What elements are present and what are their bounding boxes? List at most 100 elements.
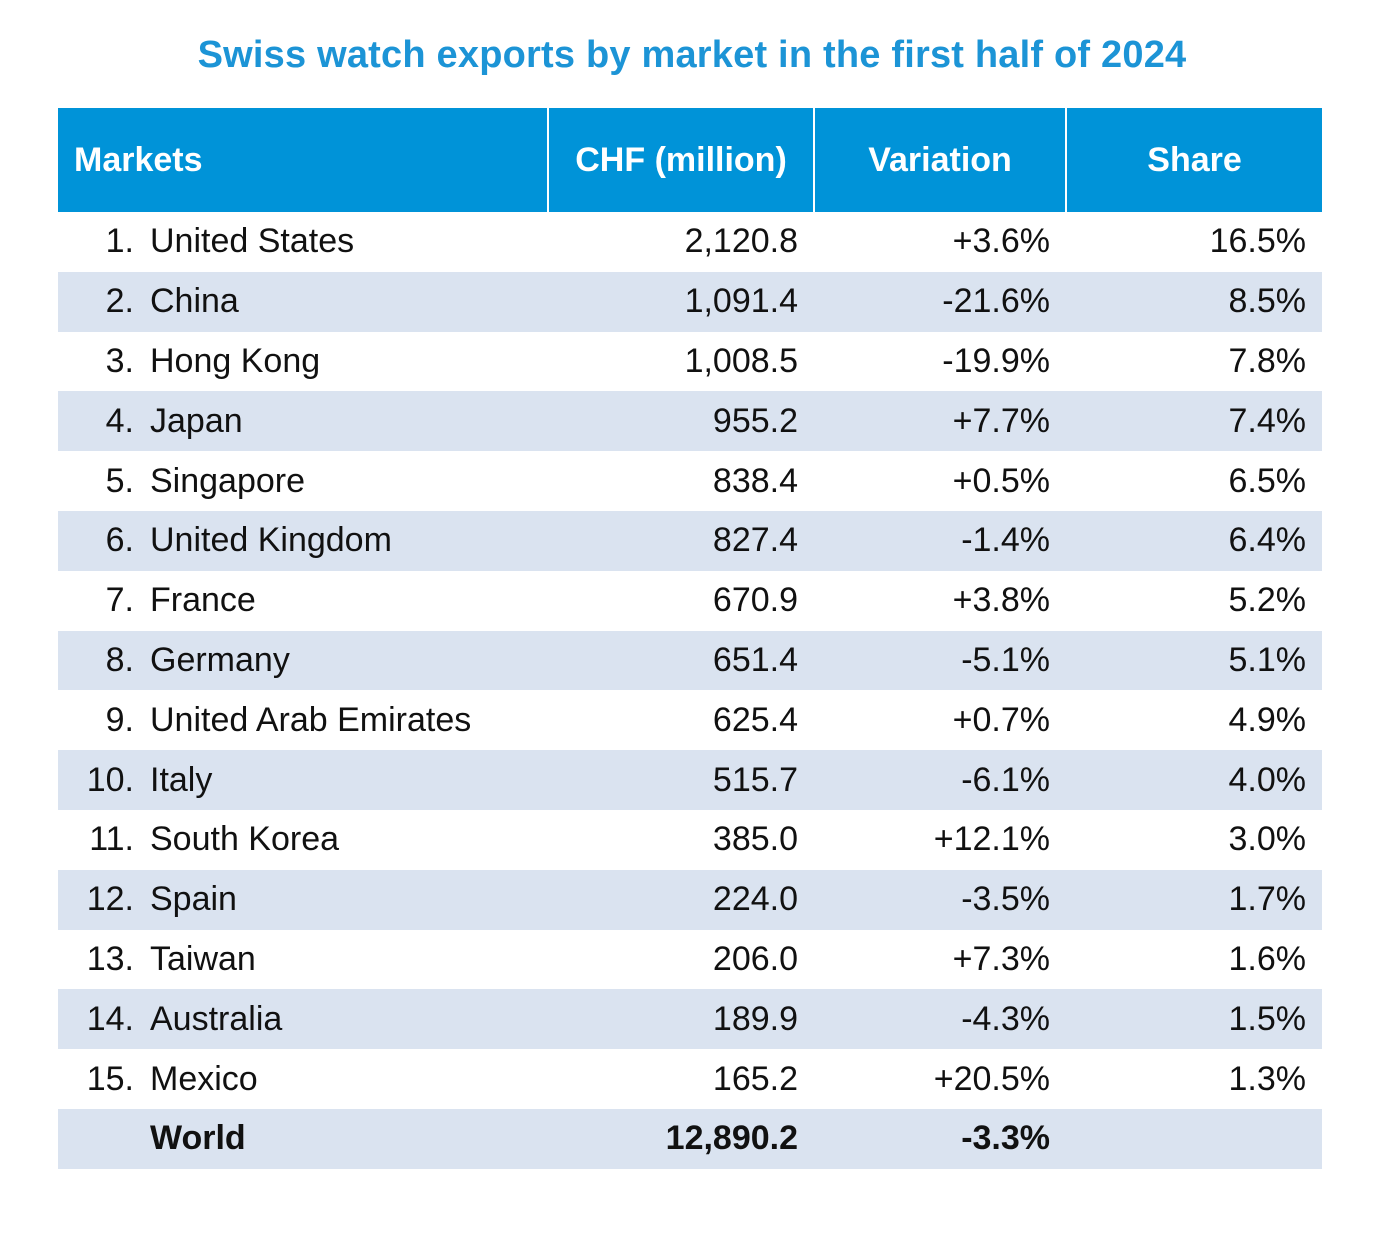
cell-market: Japan	[134, 391, 549, 452]
cell-chf: 2,120.8	[684, 222, 799, 261]
cell-market: France	[150, 581, 256, 620]
cell-market: Taiwan	[150, 939, 256, 978]
cell-rank: 5.	[105, 461, 134, 500]
cell-share: 1.5%	[1066, 989, 1323, 1050]
cell-market: Singapore	[150, 461, 306, 500]
table-row: 8. Germany 651.4 -5.1% 5.1%	[58, 630, 1323, 691]
cell-variation: +0.7%	[952, 700, 1051, 739]
cell-rank: 8.	[58, 630, 134, 691]
cell-share: 7.4%	[1066, 391, 1323, 452]
cell-chf: 206.0	[712, 939, 799, 978]
total-share	[1066, 1108, 1323, 1169]
cell-chf: 165.2	[712, 1059, 799, 1098]
cell-market: United Arab Emirates	[150, 700, 472, 739]
cell-chf: 1,091.4	[548, 271, 815, 332]
table-row: 10. Italy 515.7 -6.1% 4.0%	[58, 750, 1323, 810]
total-chf: 12,890.2	[548, 1108, 815, 1169]
cell-share: 5.1%	[1066, 630, 1323, 691]
cell-share: 3.0%	[1228, 820, 1307, 859]
cell-variation: +20.5%	[933, 1059, 1051, 1098]
cell-rank: 11.	[89, 820, 134, 859]
cell-chf: 1,008.5	[684, 341, 799, 380]
cell-market: Mexico	[150, 1059, 258, 1098]
table-title: Swiss watch exports by market in the fir…	[197, 34, 1187, 76]
table-row: 9. United Arab Emirates 625.4 +0.7% 4.9%	[58, 690, 1322, 750]
cell-variation: +3.6%	[952, 222, 1051, 261]
table-body: 1. United States 2,120.8 +3.6% 16.5% 2. China 1…	[58, 212, 1323, 1109]
cell-market: South Korea	[150, 820, 340, 859]
table-row: 3. Hong Kong 1,008.5 -19.9% 7.8%	[58, 332, 1322, 392]
cell-share: 7.8%	[1228, 341, 1307, 380]
cell-rank: 9.	[105, 700, 134, 739]
cell-variation: +12.1%	[933, 820, 1051, 859]
table-row: 5. Singapore 838.4 +0.5% 6.5%	[58, 451, 1322, 511]
cell-rank: 12.	[58, 869, 134, 930]
cell-share: 1.6%	[1228, 939, 1307, 978]
cell-chf: 651.4	[548, 630, 815, 691]
cell-variation: -1.4%	[814, 510, 1067, 571]
cell-chf: 670.9	[712, 581, 799, 620]
cell-variation: -3.5%	[814, 869, 1067, 930]
cell-variation: -4.3%	[814, 989, 1067, 1050]
table-row: 6. United Kingdom 827.4 -1.4% 6.4%	[58, 510, 1323, 571]
cell-share: 1.7%	[1066, 869, 1323, 930]
cell-share: 5.2%	[1228, 581, 1307, 620]
table-row: 1. United States 2,120.8 +3.6% 16.5%	[58, 212, 1322, 272]
cell-chf: 224.0	[548, 869, 815, 930]
cell-variation: +7.3%	[952, 939, 1051, 978]
exports-table: Markets CHF (million) Variation Share 1.…	[58, 108, 1323, 1169]
cell-chf: 385.0	[712, 820, 799, 859]
cell-rank: 6.	[58, 510, 134, 571]
cell-rank: 4.	[58, 391, 134, 452]
cell-market: Hong Kong	[150, 341, 321, 380]
table-row: 15. Mexico 165.2 +20.5% 1.3%	[58, 1049, 1322, 1109]
cell-chf: 189.9	[548, 989, 815, 1050]
table-row: 14. Australia 189.9 -4.3% 1.5%	[58, 989, 1323, 1050]
cell-variation: +0.5%	[952, 461, 1051, 500]
cell-variation: +7.7%	[814, 391, 1067, 452]
cell-variation: -6.1%	[814, 750, 1067, 810]
cell-chf: 625.4	[712, 700, 799, 739]
cell-share: 1.3%	[1228, 1059, 1307, 1098]
cell-rank: 14.	[58, 989, 134, 1050]
cell-chf: 838.4	[712, 461, 799, 500]
cell-variation: -21.6%	[814, 271, 1067, 332]
table-row: 2. China 1,091.4 -21.6% 8.5%	[58, 271, 1323, 332]
cell-market: United States	[150, 222, 355, 261]
cell-market: United Kingdom	[134, 510, 549, 571]
cell-chf: 515.7	[548, 750, 815, 810]
total-variation: -3.3%	[814, 1108, 1067, 1169]
header-markets: Markets	[58, 108, 550, 212]
cell-share: 6.4%	[1066, 510, 1323, 571]
cell-chf: 955.2	[548, 391, 815, 452]
table-row: 7. France 670.9 +3.8% 5.2%	[58, 571, 1322, 631]
cell-market: Australia	[134, 989, 549, 1050]
total-row: World 12,890.2 -3.3%	[58, 1108, 1323, 1169]
header-row: Markets CHF (million) Variation Share	[58, 108, 1323, 212]
table-row: 11. South Korea 385.0 +12.1% 3.0%	[58, 810, 1322, 870]
total-rank	[58, 1108, 134, 1169]
cell-variation: -5.1%	[814, 630, 1067, 691]
cell-rank: 13.	[86, 939, 134, 978]
cell-variation: +3.8%	[952, 581, 1051, 620]
cell-chf: 827.4	[548, 510, 815, 571]
table-row: 4. Japan 955.2 +7.7% 7.4%	[58, 391, 1323, 452]
table-row: 12. Spain 224.0 -3.5% 1.7%	[58, 869, 1323, 930]
cell-market: China	[134, 271, 549, 332]
total-market: World	[134, 1108, 549, 1169]
cell-share: 4.0%	[1066, 750, 1323, 810]
cell-variation: -19.9%	[942, 341, 1051, 380]
cell-share: 8.5%	[1066, 271, 1323, 332]
header-chf: CHF (million)	[548, 108, 816, 212]
cell-rank: 1.	[105, 222, 134, 261]
cell-rank: 10.	[58, 750, 134, 810]
cell-share: 16.5%	[1209, 222, 1307, 261]
cell-rank: 2.	[58, 271, 134, 332]
header-variation: Variation	[814, 108, 1068, 212]
table-row: 13. Taiwan 206.0 +7.3% 1.6%	[58, 930, 1322, 990]
cell-share: 6.5%	[1228, 461, 1307, 500]
cell-rank: 15.	[86, 1059, 134, 1098]
cell-market: Germany	[134, 630, 549, 691]
cell-rank: 3.	[105, 341, 134, 380]
cell-market: Spain	[134, 869, 549, 930]
